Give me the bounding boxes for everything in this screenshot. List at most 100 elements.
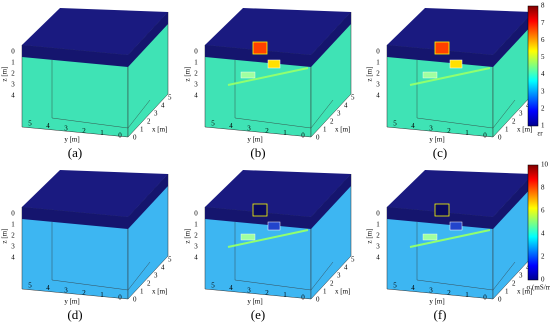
y-tick-label: 0 [301,294,305,302]
y-tick-label: 4 [411,284,415,292]
feature [449,59,463,69]
y-tick-label: 3 [429,124,433,132]
y-tick-label: 4 [46,284,50,292]
x-tick-label: 4 [161,264,165,272]
panel-label: (b) [250,145,265,160]
z-axis-label: z [m] [184,67,192,82]
x-tick-label: 4 [161,102,165,110]
x-tick-label: 0 [133,134,137,142]
y-axis-label: y [m] [429,298,444,306]
slab-right [128,12,168,67]
z-tick-label: 1 [194,221,198,229]
panel-label: (c) [433,145,447,160]
y-tick-label: 2 [82,127,86,135]
y-tick-label: 0 [483,132,487,140]
top-face [205,170,351,217]
z-tick-label: 2 [376,70,380,78]
z-tick-label: 1 [376,59,380,67]
cut-lines [416,60,516,129]
y-tick-label: 4 [229,122,233,130]
y-axis-label: y [m] [247,298,262,306]
feature [240,71,256,79]
y-tick-label: 3 [429,286,433,294]
feature [227,67,309,86]
slab-left [387,207,493,229]
y-tick-label: 1 [465,129,469,137]
y-tick-label: 2 [265,289,269,297]
x-tick-label: 1 [323,126,327,134]
y-tick-label: 1 [100,129,104,137]
y-tick-label: 5 [28,282,32,290]
y-tick-label: 4 [229,284,233,292]
y-tick-label: 3 [64,124,68,132]
top-face [22,170,168,217]
y-tick-label: 0 [118,294,122,302]
z-axis-label: z [m] [1,67,9,82]
feature [434,41,450,55]
x-tick-label: 2 [330,280,334,288]
colorbar: 0 2 4 6 8 10 σ (mS/m) [527,161,550,292]
x-tick-label: 1 [140,126,144,134]
feature [252,41,268,55]
colorbar: 1 2 3 4 5 6 7 8 εr [527,2,545,138]
x-tick-label: 2 [512,280,516,288]
slab-right [128,174,168,229]
z-tick-label: 1 [194,59,198,67]
cut-lines [51,222,151,291]
y-tick-label: 1 [283,291,287,299]
z-tick-label: 2 [376,232,380,240]
z-tick-label: 4 [194,92,198,100]
colorbar-tick-label: 4 [541,230,545,238]
z-tick-label: 0 [11,210,15,218]
x-tick-label: 0 [498,134,502,142]
cut-lines [51,60,151,129]
x-tick-label: 5 [168,256,172,264]
x-tick-label: 1 [505,126,509,134]
feature [409,229,491,248]
z-tick-label: 2 [11,70,15,78]
x-tick-label: 3 [519,110,523,118]
colorbar-label: σ (mS/m) [527,284,550,292]
z-tick-label: 2 [194,232,198,240]
top-face [387,170,533,217]
z-tick-label: 0 [11,48,15,56]
x-tick-label: 5 [351,256,355,264]
feature [240,233,256,241]
x-axis-label: x [m] [335,126,350,134]
x-tick-label: 0 [133,296,137,304]
colorbar-tick-label: 4 [541,70,545,78]
z-tick-label: 0 [376,210,380,218]
y-tick-label: 2 [447,127,451,135]
y-tick-label: 2 [82,289,86,297]
x-tick-label: 2 [147,118,151,126]
y-tick-label: 2 [265,127,269,135]
x-tick-label: 5 [351,94,355,102]
colorbar-tick-label: 8 [541,2,545,10]
x-tick-label: 2 [512,118,516,126]
z-tick-label: 4 [11,254,15,262]
x-tick-label: 0 [316,134,320,142]
z-tick-label: 1 [11,59,15,67]
y-tick-label: 1 [465,291,469,299]
slab-left [22,207,128,229]
y-tick-label: 0 [483,294,487,302]
y-axis-label: y [m] [64,136,79,144]
x-tick-label: 3 [154,272,158,280]
z-axis-label: z [m] [366,229,374,244]
z-tick-label: 4 [194,254,198,262]
z-tick-label: 3 [11,81,15,89]
y-tick-label: 5 [211,120,215,128]
colorbar-tick-label: 8 [541,184,545,192]
panel-label: (d) [67,307,82,322]
y-tick-label: 0 [301,132,305,140]
y-tick-label: 4 [411,122,415,130]
z-axis-label: z [m] [366,67,374,82]
z-tick-label: 1 [376,221,380,229]
z-tick-label: 3 [194,81,198,89]
